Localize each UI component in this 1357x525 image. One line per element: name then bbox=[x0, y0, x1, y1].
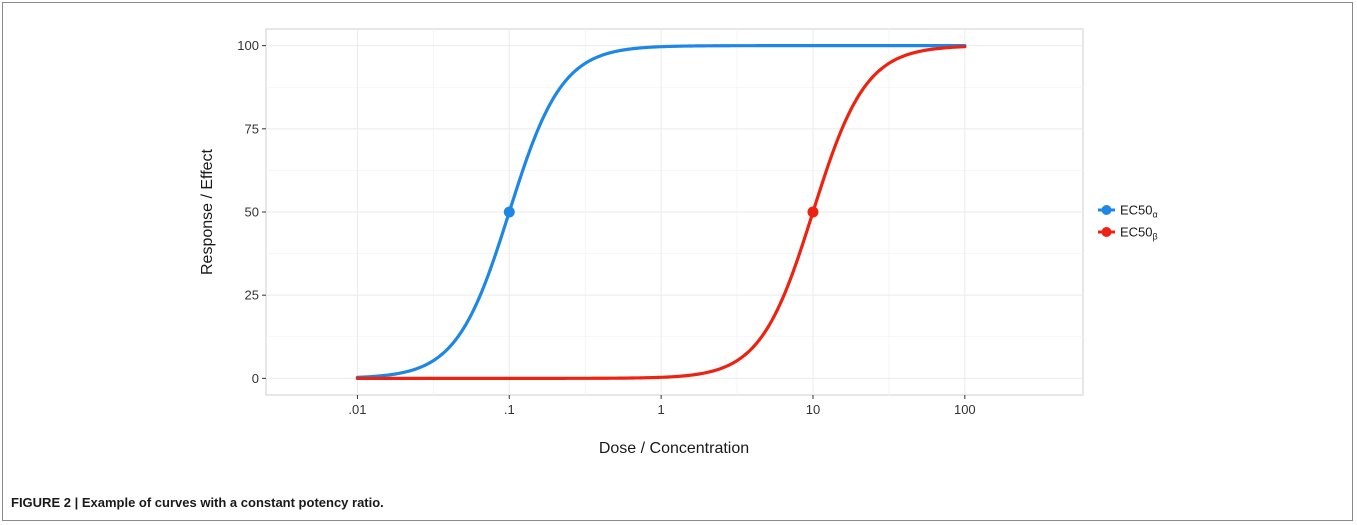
series-line-2 bbox=[355, 45, 967, 380]
legend-label-2: EC50β bbox=[1120, 225, 1158, 242]
y-tick-label: 0 bbox=[252, 371, 259, 386]
legend-key-point-2 bbox=[1101, 227, 1112, 237]
figure-caption-label: FIGURE 2 | bbox=[11, 495, 82, 510]
series-curves bbox=[355, 44, 967, 380]
x-axis-ticks: .01 .1 1 10 100 bbox=[348, 395, 976, 417]
y-tick-label: 50 bbox=[245, 205, 259, 220]
y-tick-label: 25 bbox=[245, 288, 259, 303]
x-axis-title: Dose / Concentration bbox=[599, 440, 749, 457]
series-line-1 bbox=[355, 44, 967, 379]
y-axis-title: Response / Effect bbox=[199, 148, 216, 275]
y-tick-label: 100 bbox=[237, 38, 259, 53]
legend: EC50α EC50β bbox=[1098, 203, 1158, 242]
y-axis-ticks: 0 25 50 75 100 bbox=[237, 38, 266, 386]
dose-response-chart: 0 25 50 75 100 .01 .1 1 10 100 Dose / Concentrat… bbox=[199, 28, 1158, 457]
figure-caption: FIGURE 2 | Example of curves with a cons… bbox=[11, 495, 384, 510]
x-tick-label: 100 bbox=[954, 402, 976, 417]
x-tick-label: 10 bbox=[806, 402, 820, 417]
legend-key-point-1 bbox=[1101, 205, 1112, 215]
x-tick-label: .1 bbox=[504, 402, 515, 417]
ec50-point-1 bbox=[503, 206, 515, 218]
figure-caption-text: Example of curves with a constant potenc… bbox=[81, 495, 384, 510]
x-tick-label: .01 bbox=[348, 402, 366, 417]
y-tick-label: 75 bbox=[245, 121, 259, 136]
legend-label-1: EC50α bbox=[1120, 203, 1158, 220]
ec50-point-2 bbox=[807, 206, 819, 218]
x-tick-label: 1 bbox=[658, 402, 665, 417]
